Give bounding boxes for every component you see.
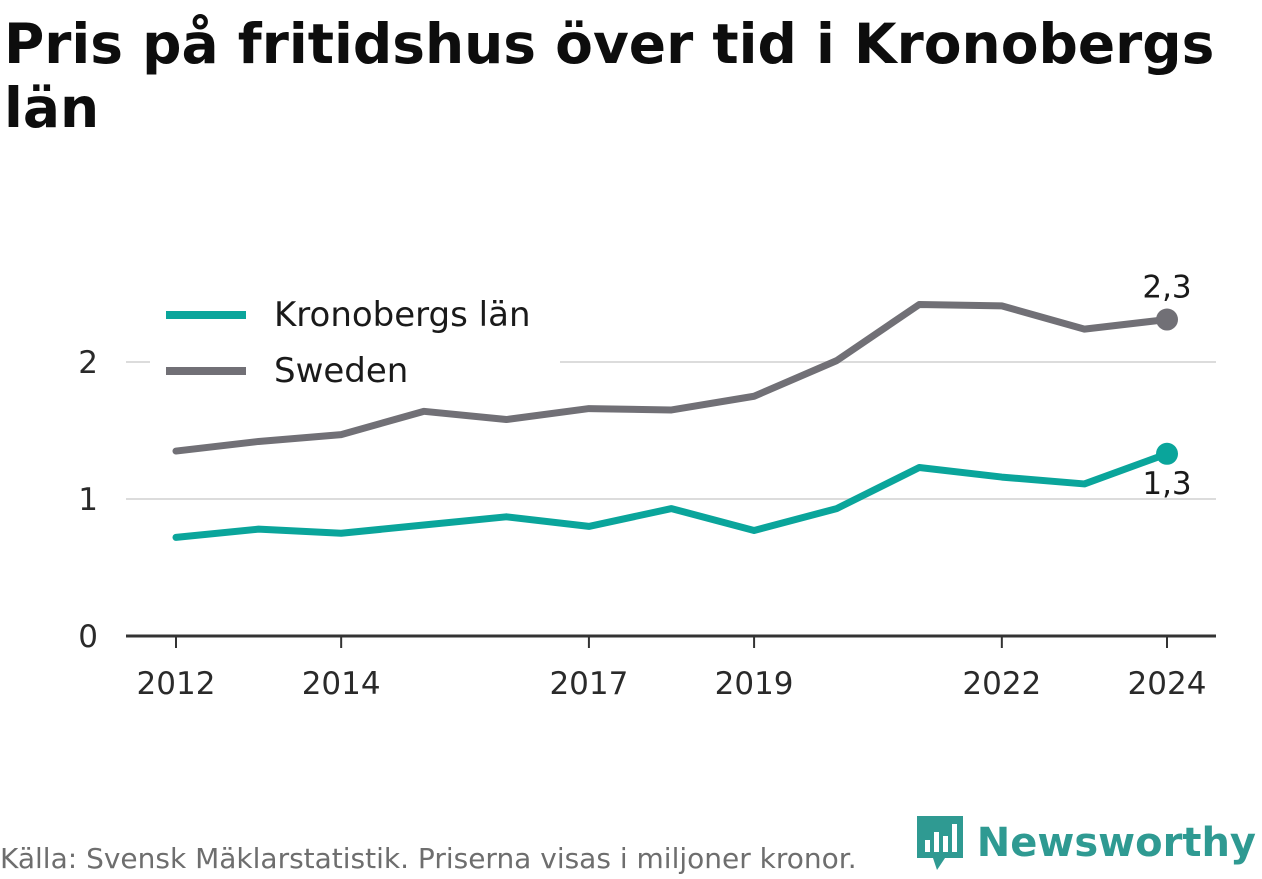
source-note: Källa: Svensk Mäklarstatistik. Priserna … <box>0 842 857 875</box>
x-tick-label: 2014 <box>302 666 381 702</box>
brand-logo[interactable]: Newsworthy <box>915 813 1256 873</box>
x-tick-label: 2019 <box>715 666 794 702</box>
y-tick-label: 0 <box>78 619 98 655</box>
x-tick-label: 2022 <box>962 666 1041 702</box>
chart-title: Pris på fritidshus över tid i Kronobergs… <box>4 12 1215 140</box>
x-tick-label: 2024 <box>1128 666 1207 702</box>
series-line <box>172 300 1171 455</box>
legend-label: Sweden <box>274 351 408 391</box>
y-tick-label: 1 <box>78 482 98 518</box>
series-end-point <box>1156 442 1178 465</box>
series-line <box>172 450 1171 541</box>
brand-name: Newsworthy <box>976 820 1256 866</box>
data-label: 1,3 <box>1142 466 1191 502</box>
x-tick-label: 2017 <box>549 666 628 702</box>
series-end-point <box>1156 308 1178 331</box>
data-label: 2,3 <box>1142 270 1191 306</box>
legend-label: Kronobergs län <box>274 295 531 335</box>
x-tick-label: 2012 <box>137 666 216 702</box>
newsworthy-logo-icon <box>916 816 963 870</box>
y-tick-label: 2 <box>78 345 98 381</box>
